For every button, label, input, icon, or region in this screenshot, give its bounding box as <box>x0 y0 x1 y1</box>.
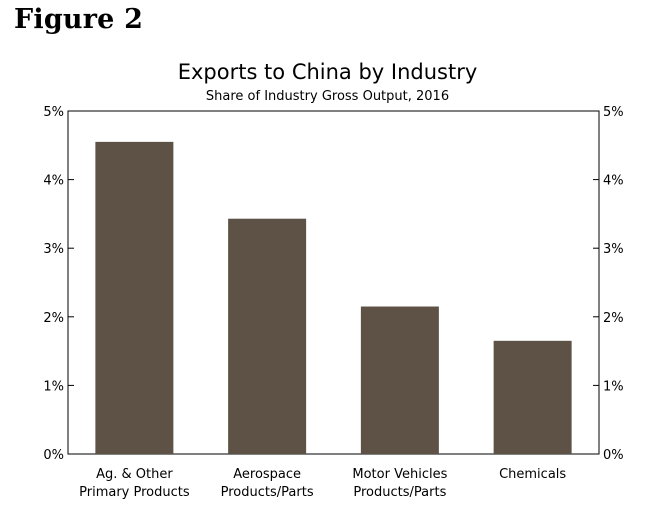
right-tick-label: 2% <box>603 311 624 326</box>
left-tick-label: 1% <box>43 379 64 394</box>
right-tick-label: 5% <box>603 105 624 120</box>
left-tick-label: 2% <box>43 311 64 326</box>
bar <box>360 306 439 454</box>
left-tick-label: 0% <box>43 448 64 463</box>
right-axis: 0% 1% 2% 3% 4% 5% <box>593 105 624 463</box>
plot-border <box>67 110 600 455</box>
chart-title: Exports to China by Industry <box>177 60 478 84</box>
left-axis: 0% 1% 2% 3% 4% 5% <box>43 105 74 463</box>
chart-subtitle: Share of Industry Gross Output, 2016 <box>205 89 450 104</box>
category-label: Motor Vehicles <box>352 467 447 482</box>
bar <box>95 141 174 454</box>
category-label: Primary Products <box>79 485 190 500</box>
bars-group <box>95 141 572 454</box>
category-label: Ag. & Other <box>96 467 173 482</box>
left-tick-label: 4% <box>43 174 64 189</box>
right-tick-label: 3% <box>603 242 624 257</box>
category-label: Aerospace <box>233 467 301 482</box>
left-tick-label: 3% <box>43 242 64 257</box>
x-axis-labels: Ag. & Other Primary Products Aerospace Prod… <box>79 467 566 500</box>
category-label: Chemicals <box>499 467 566 482</box>
bar <box>228 218 307 454</box>
bar <box>493 340 572 454</box>
figure-label: Figure 2 <box>14 4 144 35</box>
right-tick-label: 1% <box>603 379 624 394</box>
category-label: Products/Parts <box>221 485 314 500</box>
left-tick-label: 5% <box>43 105 64 120</box>
category-label: Products/Parts <box>353 485 446 500</box>
plot-frame <box>67 110 600 455</box>
right-tick-label: 4% <box>603 174 624 189</box>
right-tick-label: 0% <box>603 448 624 463</box>
